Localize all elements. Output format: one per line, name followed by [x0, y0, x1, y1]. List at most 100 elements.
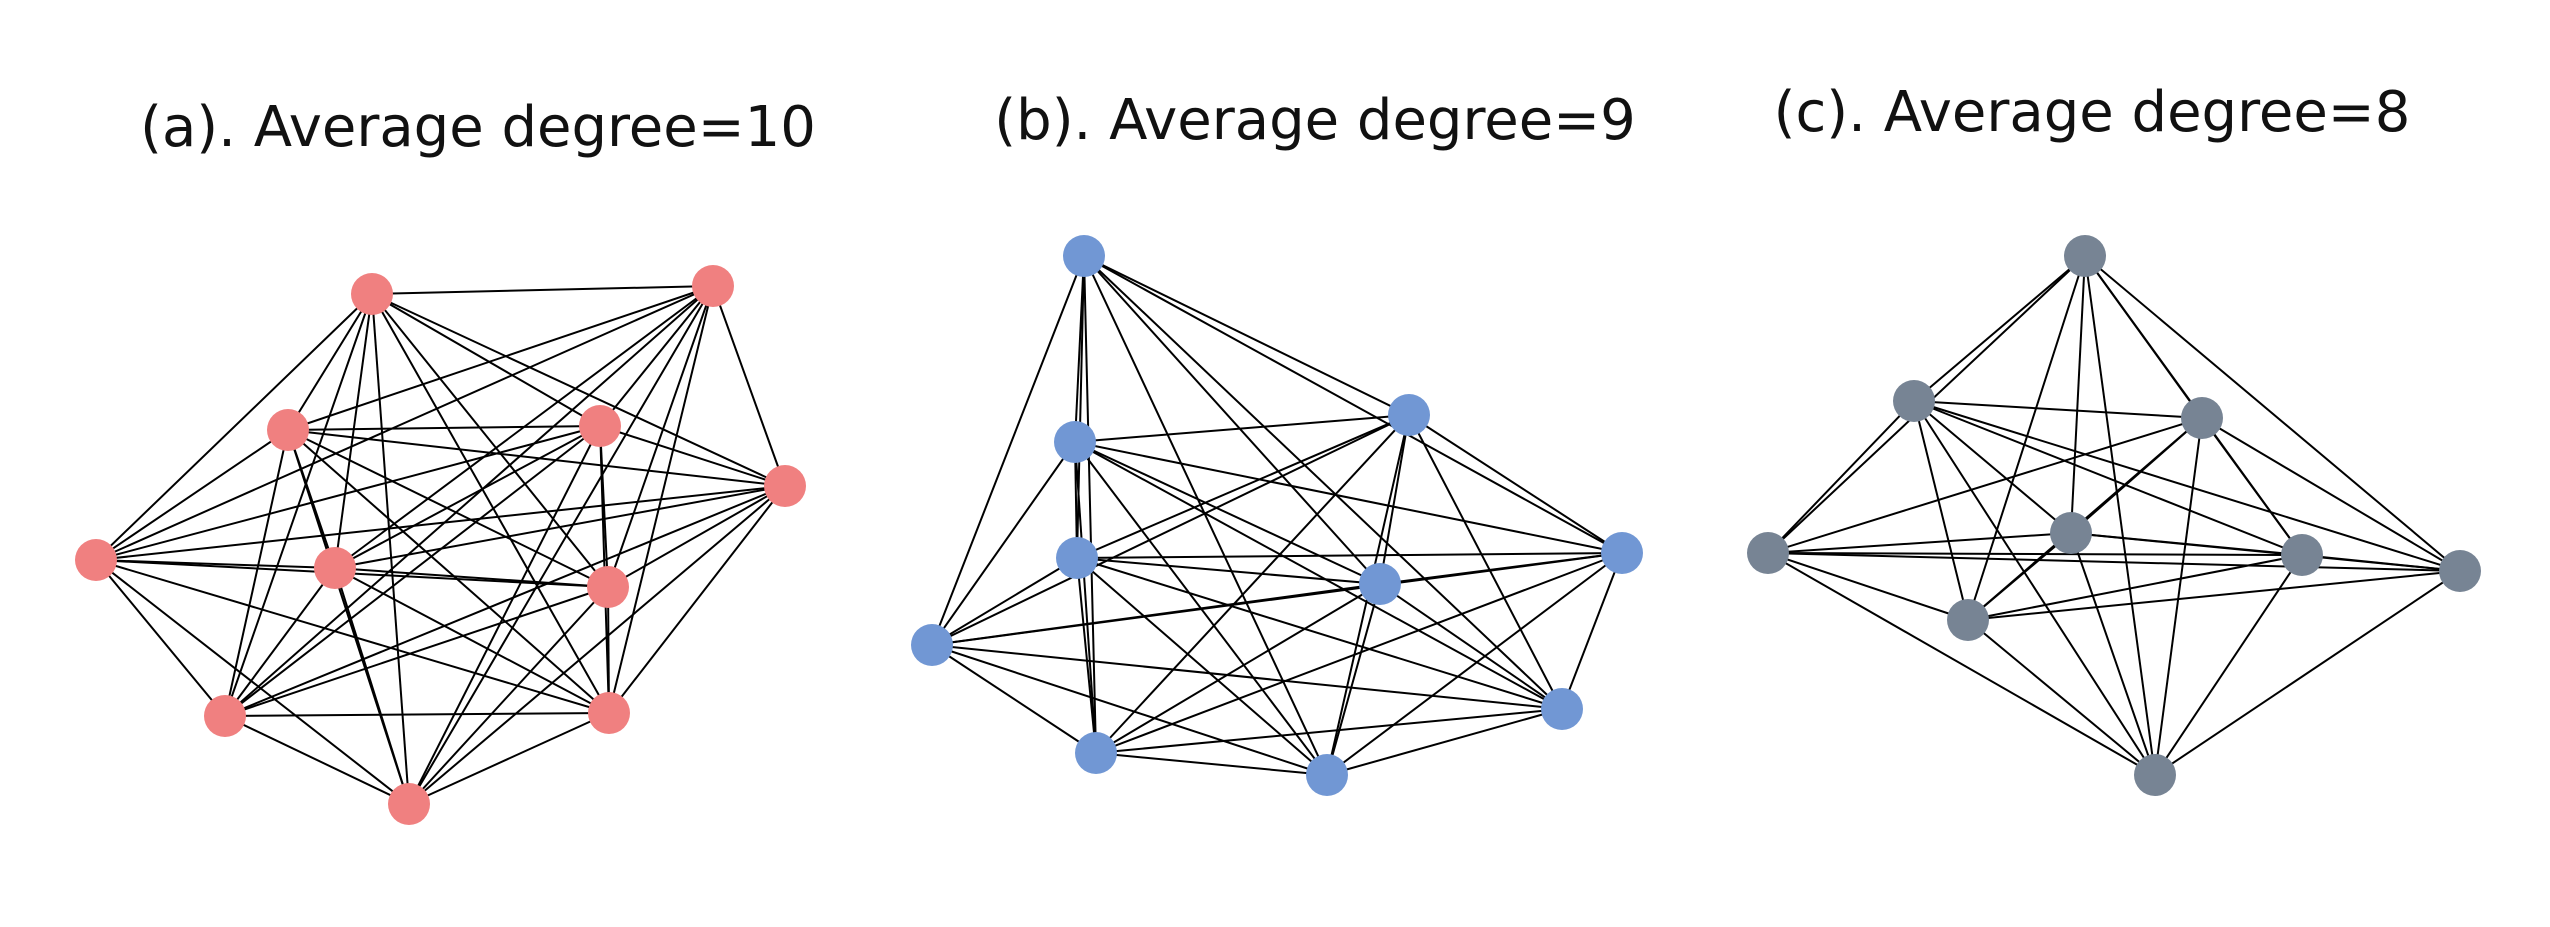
node-A7: [314, 547, 356, 589]
edge-A1-A3: [287, 293, 373, 431]
edge-C2-C9: [1913, 400, 2156, 776]
edge-A5-A11: [408, 485, 786, 805]
edge-B3-B7: [931, 441, 1076, 646]
node-C1: [2064, 235, 2106, 277]
node-B10: [1306, 754, 1348, 796]
edge-A7-A11: [334, 567, 410, 805]
edge-C2-C6: [1913, 400, 2303, 556]
edge-A1-A4: [371, 293, 601, 427]
edge-A2-A6: [95, 285, 714, 561]
edge-B9-B10: [1095, 752, 1328, 776]
panel-b-edges: [931, 255, 1623, 776]
edge-C3-C7: [2201, 417, 2461, 572]
panel-c-title: (c). Average degree=8: [1774, 80, 2411, 145]
edge-A2-A8: [607, 285, 714, 588]
edge-C6-C8: [1967, 554, 2303, 621]
node-C8: [1947, 599, 1989, 641]
panel-b-title: (b). Average degree=9: [994, 88, 1635, 153]
edge-B1-B6: [1083, 255, 1381, 585]
edge-B4-B7: [931, 557, 1078, 646]
panel-a-nodes: [75, 265, 806, 825]
edge-C5-C8: [1767, 552, 1969, 621]
edge-C6-C9: [2154, 554, 2303, 776]
edge-A5-A7: [334, 485, 786, 569]
edge-A6-A11: [95, 559, 410, 805]
edge-C1-C7: [2084, 255, 2461, 572]
edge-B1-B4: [1076, 255, 1085, 559]
node-B9: [1075, 732, 1117, 774]
edge-B5-B10: [1326, 552, 1623, 776]
edge-A4-A7: [334, 425, 601, 569]
edge-A4-A9: [224, 425, 601, 717]
edge-A5-A10: [608, 485, 786, 714]
edge-C2-C5: [1767, 400, 1915, 554]
node-C5: [1747, 532, 1789, 574]
edge-B4-B6: [1076, 557, 1381, 585]
edge-A10-A11: [408, 712, 610, 805]
node-C9: [2134, 754, 2176, 796]
node-C2: [1893, 380, 1935, 422]
edge-B6-B7: [931, 583, 1381, 646]
node-B1: [1063, 235, 1105, 277]
node-C4: [2050, 512, 2092, 554]
node-A1: [351, 273, 393, 315]
edge-C3-C6: [2201, 417, 2303, 556]
edge-C3-C5: [1767, 417, 2203, 554]
edge-C1-C4: [2070, 255, 2086, 534]
edge-A4-A11: [408, 425, 601, 805]
node-B4: [1056, 537, 1098, 579]
edge-A1-A7: [334, 293, 373, 569]
edge-A2-A9: [224, 285, 714, 717]
edge-A4-A5: [599, 425, 786, 487]
edge-B2-B4: [1076, 414, 1410, 559]
node-B2: [1388, 394, 1430, 436]
node-A6: [75, 539, 117, 581]
node-C7: [2439, 550, 2481, 592]
edge-A3-A6: [95, 429, 289, 561]
edge-B1-B7: [931, 255, 1085, 646]
edge-A4-A6: [95, 425, 601, 561]
edge-B2-B8: [1408, 414, 1563, 710]
node-B3: [1054, 421, 1096, 463]
edge-C8-C9: [1967, 619, 2156, 776]
edge-A6-A10: [95, 559, 610, 714]
edge-A1-A10: [371, 293, 610, 714]
node-A5: [764, 465, 806, 507]
edge-B1-B10: [1083, 255, 1328, 776]
edge-A8-A9: [224, 586, 609, 717]
edge-B3-B6: [1074, 441, 1381, 585]
edge-A5-A8: [607, 485, 786, 588]
panel-c: (c). Average degree=8: [1747, 80, 2481, 796]
edge-A7-A8: [334, 567, 609, 588]
edge-A3-A10: [287, 429, 610, 714]
edge-C5-C9: [1767, 552, 2156, 776]
edge-B2-B7: [931, 414, 1410, 646]
edge-B5-B8: [1561, 552, 1623, 710]
node-C6: [2281, 534, 2323, 576]
edge-A1-A2: [371, 285, 714, 295]
node-B8: [1541, 688, 1583, 730]
edge-C6-C7: [2301, 554, 2461, 572]
edge-C2-C7: [1913, 400, 2461, 572]
edge-C2-C3: [1913, 400, 2203, 419]
node-C3: [2181, 397, 2223, 439]
edge-C1-C2: [1913, 255, 2086, 402]
edge-C1-C9: [2084, 255, 2156, 776]
panel-a: (a). Average degree=10: [75, 95, 816, 825]
edge-B3-B8: [1074, 441, 1563, 710]
edge-C4-C8: [1967, 532, 2072, 621]
node-A3: [267, 409, 309, 451]
edge-A7-A9: [224, 567, 336, 717]
edge-C5-C7: [1767, 552, 2461, 572]
edge-B1-B8: [1083, 255, 1563, 710]
edge-C4-C5: [1767, 532, 2072, 554]
edge-A2-A5: [712, 285, 786, 487]
edge-A9-A11: [224, 715, 410, 805]
edge-B8-B10: [1326, 708, 1563, 776]
edge-B7-B10: [931, 644, 1328, 776]
edge-B1-B5: [1083, 255, 1623, 554]
edge-B6-B9: [1095, 583, 1381, 754]
edge-A2-A4: [599, 285, 714, 427]
edge-C3-C9: [2154, 417, 2203, 776]
